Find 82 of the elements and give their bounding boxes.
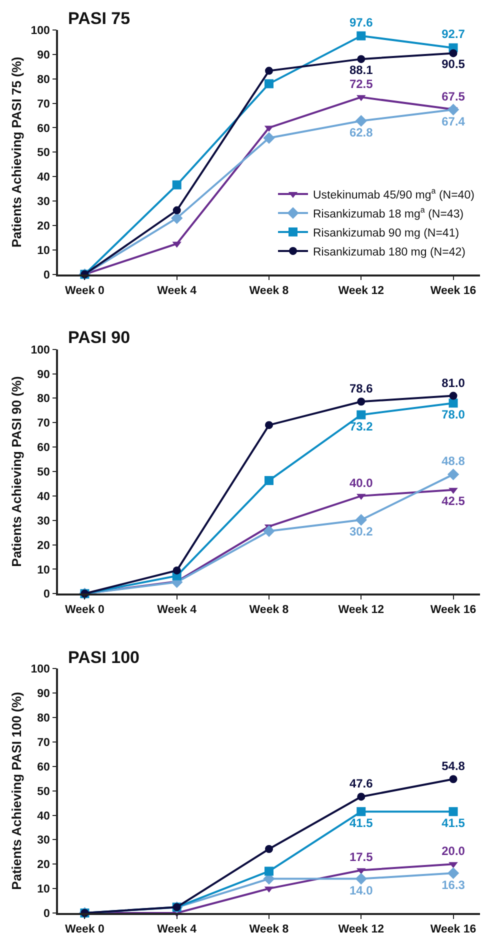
data-label: 14.0 [349,883,374,898]
data-label: 20.0 [442,844,466,858]
data-label: 67.5 [442,89,466,104]
data-label: 62.8 [349,126,374,140]
y-tick-label: 40 [37,490,50,503]
y-tick-label: 30 [37,196,50,208]
y-axis-title: Patients Achieving PASI 75 (%) [9,56,24,248]
y-tick-label: 20 [37,859,50,872]
y-tick-label: 70 [37,737,50,750]
y-tick-label: 10 [37,244,50,257]
y-tick-label: 50 [37,786,50,798]
x-tick-label: Week 0 [65,924,104,936]
y-tick-label: 90 [37,688,50,700]
y-tick-label: 0 [44,269,50,282]
data-label: 90.5 [442,57,466,72]
x-tick-label: Week 4 [157,284,198,297]
y-tick-label: 0 [44,908,50,920]
data-label: 88.1 [349,63,374,78]
x-tick-label: Week 0 [65,604,104,616]
y-tick-label: 50 [37,466,50,479]
data-label: 92.7 [442,27,466,42]
data-label: 54.8 [442,759,466,774]
y-tick-label: 10 [37,564,50,576]
y-tick-label: 50 [37,147,50,160]
legend-label: Risankizumab 180 mg (N=42) [313,246,466,258]
x-tick-label: Week 4 [157,604,198,616]
x-tick-label: Week 8 [249,604,290,616]
data-label: 78.0 [442,408,466,422]
data-label: 48.8 [442,454,466,468]
x-tick-label: Week 16 [430,604,476,616]
y-tick-label: 20 [37,540,50,552]
y-tick-label: 70 [37,418,50,430]
data-label: 97.6 [349,15,374,30]
y-tick-label: 60 [37,761,50,774]
y-tick-label: 90 [37,368,50,381]
data-label: 40.0 [349,476,374,490]
x-tick-label: Week 12 [338,924,384,936]
y-tick-label: 90 [37,49,50,62]
x-tick-label: Week 8 [249,284,290,297]
y-tick-label: 60 [37,122,50,135]
x-tick-label: Week 8 [249,924,290,936]
data-label: 73.2 [349,419,374,434]
x-tick-label: Week 16 [430,924,476,936]
chart-title: PASI 90 [68,328,130,347]
legend-label: Ustekinumab 45/90 mg$^{a}$ (N=40) [313,186,475,202]
y-tick-label: 80 [37,712,50,725]
y-axis-title: Patients Achieving PASI 90 (%) [9,376,24,567]
y-tick-label: 100 [30,664,50,676]
data-label: 17.5 [349,850,374,864]
x-tick-label: Week 12 [338,284,384,297]
x-tick-label: Week 12 [338,604,384,616]
y-axis-title: Patients Achieving PASI 100 (%) [9,692,24,890]
data-label: 41.5 [442,816,466,830]
y-tick-label: 70 [37,98,50,110]
chart-title: PASI 75 [68,9,130,28]
y-tick-label: 40 [37,810,50,822]
y-tick-label: 100 [30,25,50,38]
x-tick-label: Week 0 [65,284,104,297]
data-label: 42.5 [442,494,466,508]
data-label: 72.5 [349,77,374,92]
y-tick-label: 80 [37,393,50,406]
data-label: 67.4 [442,114,466,128]
y-tick-label: 20 [37,220,50,232]
chart-title: PASI 100 [68,648,140,667]
y-tick-label: 40 [37,172,50,184]
data-label: 81.0 [442,376,466,390]
legend-label: Risankizumab 90 mg (N=41) [313,227,460,240]
legend-label: Risankizumab 18 mg$^{a}$ (N=43) [313,206,464,220]
y-tick-label: 10 [37,884,50,896]
y-tick-label: 0 [44,588,50,601]
y-tick-label: 80 [37,74,50,86]
y-tick-label: 30 [37,834,50,847]
x-tick-label: Week 4 [157,924,198,936]
data-label: 47.6 [349,776,374,791]
data-label: 78.6 [349,382,374,396]
data-label: 41.5 [349,816,374,830]
y-tick-label: 30 [37,515,50,528]
y-tick-label: 100 [30,344,50,356]
y-tick-label: 60 [37,442,50,454]
data-label: 30.2 [349,524,374,538]
data-label: 16.3 [442,878,466,892]
x-tick-label: Week 16 [430,284,476,297]
